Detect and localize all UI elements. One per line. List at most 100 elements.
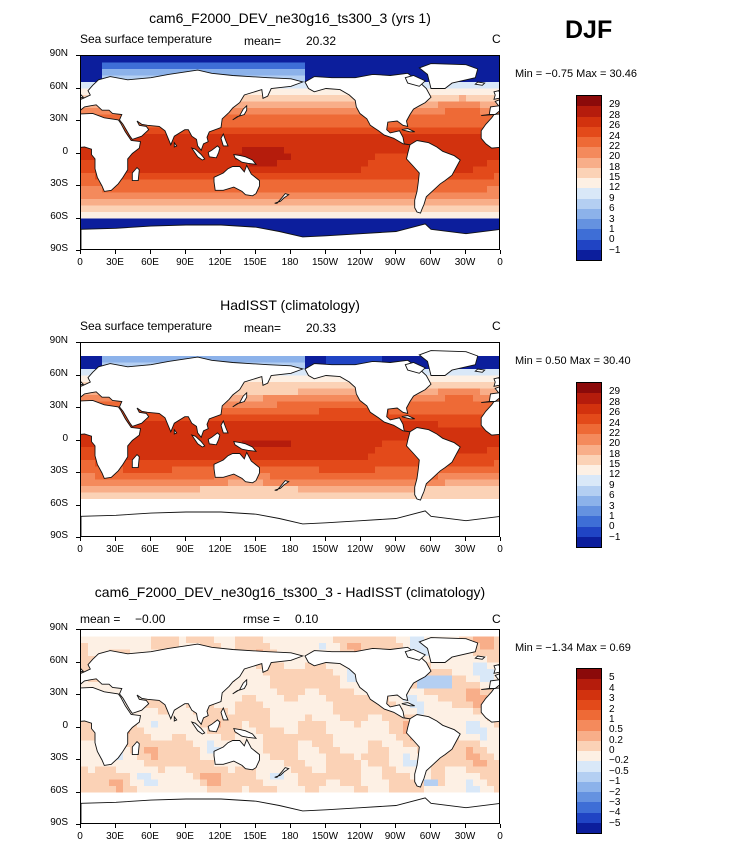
field-cell	[137, 773, 145, 781]
field-cell	[193, 199, 201, 207]
field-cell	[312, 212, 320, 220]
field-cell	[221, 401, 229, 409]
field-cell	[333, 453, 341, 461]
field-cell	[186, 792, 194, 800]
field-cell	[326, 56, 334, 64]
field-cell	[375, 427, 383, 435]
field-cell	[354, 447, 362, 455]
field-cell	[487, 82, 495, 90]
field-cell	[298, 179, 306, 187]
field-cell	[88, 649, 96, 657]
field-cell	[459, 140, 467, 148]
field-cell	[340, 499, 348, 507]
field-cell	[228, 792, 236, 800]
field-cell	[403, 499, 411, 507]
field-cell	[172, 440, 180, 448]
field-cell	[242, 121, 250, 129]
field-cell	[319, 734, 327, 742]
field-cell	[319, 343, 327, 351]
map-canvas	[81, 630, 499, 823]
field-cell	[221, 786, 229, 794]
field-cell	[123, 362, 131, 370]
field-cell	[417, 401, 425, 409]
field-cell	[424, 395, 432, 403]
field-cell	[445, 479, 453, 487]
field-cell	[193, 153, 201, 161]
field-cell	[165, 492, 173, 500]
field-cell	[179, 714, 187, 722]
field-cell	[473, 440, 481, 448]
field-cell	[473, 153, 481, 161]
field-cell	[340, 395, 348, 403]
lon-tick	[325, 250, 326, 254]
field-cell	[179, 766, 187, 774]
field-cell	[410, 349, 418, 357]
field-cell	[375, 62, 383, 70]
field-cell	[319, 505, 327, 513]
field-cell	[354, 349, 362, 357]
land-africa	[81, 399, 142, 479]
lon-label: 150E	[243, 257, 267, 268]
field-cell	[270, 734, 278, 742]
field-cell	[144, 773, 152, 781]
field-cell	[347, 382, 355, 390]
field-cell	[277, 630, 285, 638]
field-cell	[480, 140, 488, 148]
field-cell	[263, 799, 271, 807]
field-cell	[298, 88, 306, 96]
field-cell	[396, 356, 404, 364]
field-cell	[109, 760, 117, 768]
field-cell	[207, 166, 215, 174]
field-cell	[116, 356, 124, 364]
field-cell	[235, 199, 243, 207]
field-cell	[480, 199, 488, 207]
field-cell	[487, 434, 495, 442]
field-cell	[319, 199, 327, 207]
field-cell	[305, 466, 313, 474]
field-cell	[165, 62, 173, 70]
field-cell	[459, 343, 467, 351]
lat-tick	[76, 374, 80, 376]
field-cell	[109, 205, 117, 213]
field-cell	[480, 356, 488, 364]
colorbar-swatch	[577, 413, 601, 424]
field-cell	[438, 388, 446, 396]
field-cell	[340, 349, 348, 357]
field-cell	[389, 69, 397, 77]
field-cell	[438, 192, 446, 200]
field-cell	[445, 88, 453, 96]
field-cell	[186, 714, 194, 722]
field-cell	[459, 179, 467, 187]
field-cell	[319, 349, 327, 357]
field-cell	[480, 499, 488, 507]
field-cell	[382, 147, 390, 155]
field-cell	[221, 499, 229, 507]
field-cell	[144, 140, 152, 148]
field-cell	[410, 134, 418, 142]
field-cell	[249, 349, 257, 357]
field-cell	[305, 95, 313, 103]
field-cell	[284, 160, 292, 168]
field-cell	[319, 453, 327, 461]
field-cell	[165, 427, 173, 435]
field-cell	[116, 69, 124, 77]
field-cell	[445, 101, 453, 109]
field-cell	[452, 186, 460, 194]
field-cell	[123, 205, 131, 213]
field-cell	[144, 505, 152, 513]
field-cell	[389, 434, 397, 442]
units-label: C	[492, 319, 501, 333]
field-cell	[494, 69, 499, 77]
field-cell	[375, 440, 383, 448]
field-cell	[326, 675, 334, 683]
field-cell	[452, 101, 460, 109]
field-cell	[466, 414, 474, 422]
field-cell	[95, 760, 103, 768]
field-cell	[277, 486, 285, 494]
field-cell	[193, 779, 201, 787]
units-label: C	[492, 612, 501, 626]
field-cell	[214, 134, 222, 142]
field-cell	[200, 186, 208, 194]
field-cell	[466, 225, 474, 233]
field-cell	[298, 69, 306, 77]
